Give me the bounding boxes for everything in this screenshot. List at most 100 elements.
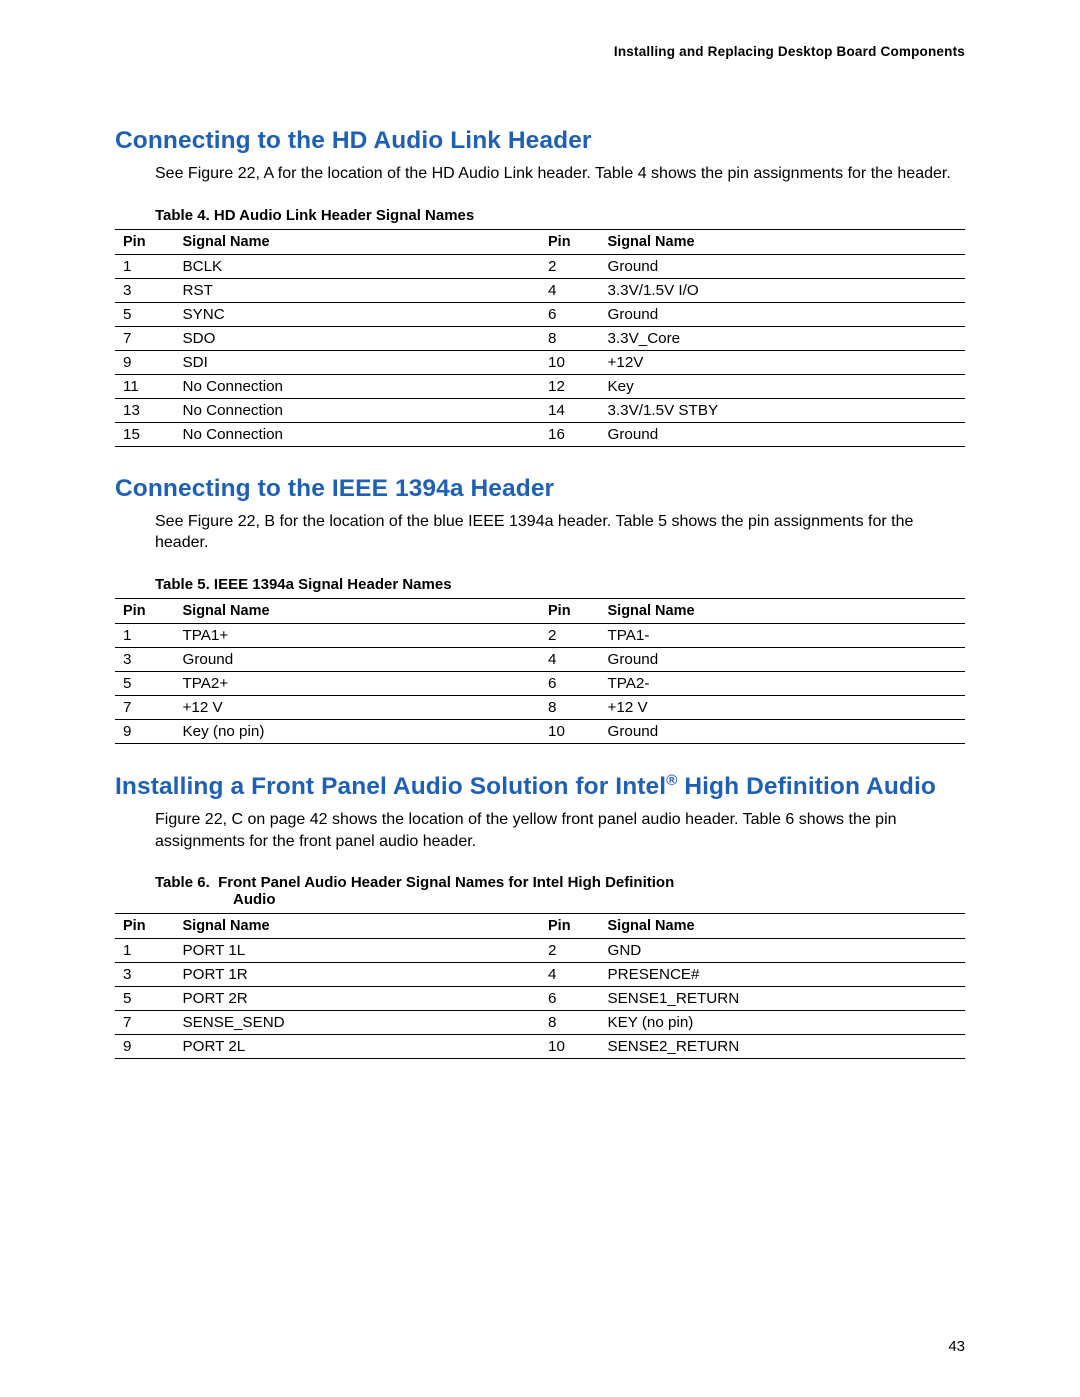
table-cell: BCLK (175, 254, 541, 278)
table-cell: 9 (115, 1035, 175, 1059)
table-row: 7SENSE_SEND8KEY (no pin) (115, 1011, 965, 1035)
table-cell: PORT 1L (175, 939, 541, 963)
table-cell: 14 (540, 398, 600, 422)
table-cell: 3 (115, 963, 175, 987)
table-header-cell: Pin (540, 598, 600, 623)
table-cell: No Connection (175, 398, 541, 422)
table-cell: 1 (115, 623, 175, 647)
table-header-cell: Pin (115, 598, 175, 623)
table-cell: 11 (115, 374, 175, 398)
table-cell: 3 (115, 647, 175, 671)
registered-symbol: ® (666, 772, 677, 789)
table-row: 7+12 V8+12 V (115, 695, 965, 719)
table-cell: 3.3V/1.5V STBY (600, 398, 966, 422)
table-cell: 1 (115, 254, 175, 278)
table-header-cell: Signal Name (600, 229, 966, 254)
table-cell: 2 (540, 939, 600, 963)
table-caption: Table 6. Front Panel Audio Header Signal… (155, 874, 965, 908)
table-cell: SDO (175, 326, 541, 350)
section-heading: Installing a Front Panel Audio Solution … (115, 772, 965, 801)
heading-text-part: Installing a Front Panel Audio Solution … (115, 773, 666, 800)
table-row: 13No Connection143.3V/1.5V STBY (115, 398, 965, 422)
table-cell: No Connection (175, 422, 541, 446)
section-paragraph: See Figure 22, A for the location of the… (155, 163, 965, 185)
table-body: 1PORT 1L2GND3PORT 1R4PRESENCE#5PORT 2R6S… (115, 939, 965, 1059)
table-cell: 4 (540, 963, 600, 987)
table-cell: 3.3V/1.5V I/O (600, 278, 966, 302)
table-cell: Ground (600, 254, 966, 278)
table-cell: +12V (600, 350, 966, 374)
pin-table-ieee-1394a: Pin Signal Name Pin Signal Name 1TPA1+2T… (115, 598, 965, 744)
table-cell: 16 (540, 422, 600, 446)
table-cell: SENSE2_RETURN (600, 1035, 966, 1059)
table-row: 1TPA1+2TPA1- (115, 623, 965, 647)
table-cell: SDI (175, 350, 541, 374)
table-row: 5SYNC6Ground (115, 302, 965, 326)
table-row: 3Ground4Ground (115, 647, 965, 671)
table-cell: 6 (540, 987, 600, 1011)
table-caption: Table 4. HD Audio Link Header Signal Nam… (155, 207, 965, 224)
table-cell: 7 (115, 1011, 175, 1035)
table-cell: GND (600, 939, 966, 963)
table-cell: +12 V (175, 695, 541, 719)
table-cell: 7 (115, 695, 175, 719)
table-cell: 9 (115, 719, 175, 743)
table-cell: 4 (540, 278, 600, 302)
heading-text-part: High Definition Audio (677, 773, 936, 800)
table-cell: 3 (115, 278, 175, 302)
table-row: 9SDI10+12V (115, 350, 965, 374)
table-cell: 6 (540, 671, 600, 695)
section-paragraph: Figure 22, C on page 42 shows the locati… (155, 809, 965, 852)
table-cell: 15 (115, 422, 175, 446)
section-front-panel-audio: Installing a Front Panel Audio Solution … (115, 772, 965, 1059)
table-cell: 6 (540, 302, 600, 326)
table-header-row: Pin Signal Name Pin Signal Name (115, 598, 965, 623)
table-body: 1BCLK2Ground3RST43.3V/1.5V I/O5SYNC6Grou… (115, 254, 965, 446)
table-cell: PORT 2L (175, 1035, 541, 1059)
pin-table-hd-audio: Pin Signal Name Pin Signal Name 1BCLK2Gr… (115, 229, 965, 447)
table-header-cell: Pin (540, 914, 600, 939)
table-header-cell: Pin (115, 229, 175, 254)
table-cell: TPA2+ (175, 671, 541, 695)
table-cell: TPA1- (600, 623, 966, 647)
table-cell: TPA2- (600, 671, 966, 695)
caption-line-2: Audio (155, 891, 965, 908)
table-header-cell: Signal Name (600, 598, 966, 623)
table-row: 3PORT 1R4PRESENCE# (115, 963, 965, 987)
table-cell: 3.3V_Core (600, 326, 966, 350)
table-row: 3RST43.3V/1.5V I/O (115, 278, 965, 302)
table-cell: 10 (540, 1035, 600, 1059)
section-heading: Connecting to the IEEE 1394a Header (115, 475, 965, 503)
running-header: Installing and Replacing Desktop Board C… (115, 44, 965, 59)
section-heading: Connecting to the HD Audio Link Header (115, 127, 965, 155)
table-row: 1PORT 1L2GND (115, 939, 965, 963)
table-header-cell: Signal Name (175, 914, 541, 939)
table-cell: Ground (600, 647, 966, 671)
table-cell: +12 V (600, 695, 966, 719)
table-cell: 8 (540, 1011, 600, 1035)
pin-table-front-panel-audio: Pin Signal Name Pin Signal Name 1PORT 1L… (115, 913, 965, 1059)
table-cell: No Connection (175, 374, 541, 398)
table-cell: TPA1+ (175, 623, 541, 647)
table-cell: 2 (540, 623, 600, 647)
table-cell: 1 (115, 939, 175, 963)
table-cell: SENSE_SEND (175, 1011, 541, 1035)
table-row: 1BCLK2Ground (115, 254, 965, 278)
table-row: 9Key (no pin)10Ground (115, 719, 965, 743)
table-row: 11No Connection12Key (115, 374, 965, 398)
table-cell: 9 (115, 350, 175, 374)
table-cell: 5 (115, 302, 175, 326)
table-cell: PRESENCE# (600, 963, 966, 987)
table-row: 5TPA2+6TPA2- (115, 671, 965, 695)
table-cell: Ground (600, 719, 966, 743)
table-cell: 13 (115, 398, 175, 422)
table-cell: 7 (115, 326, 175, 350)
caption-line-1: Table 6. Front Panel Audio Header Signal… (155, 874, 674, 891)
table-cell: KEY (no pin) (600, 1011, 966, 1035)
table-header-row: Pin Signal Name Pin Signal Name (115, 914, 965, 939)
table-cell: 5 (115, 671, 175, 695)
table-header-cell: Pin (540, 229, 600, 254)
section-paragraph: See Figure 22, B for the location of the… (155, 511, 965, 554)
table-cell: PORT 1R (175, 963, 541, 987)
table-caption: Table 5. IEEE 1394a Signal Header Names (155, 576, 965, 593)
